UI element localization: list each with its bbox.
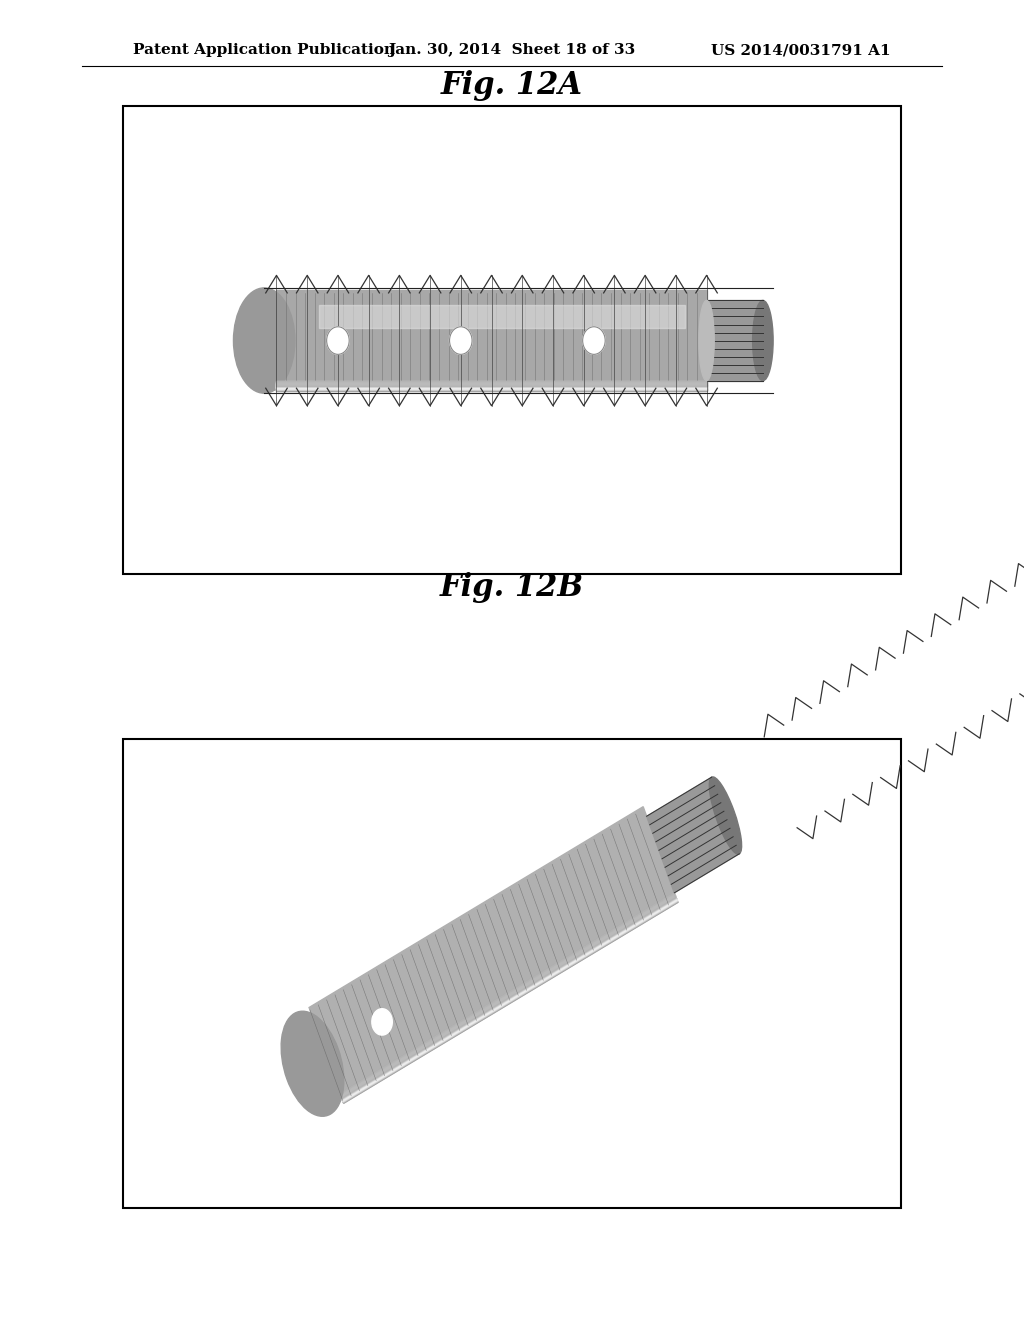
Ellipse shape: [710, 777, 741, 854]
Polygon shape: [646, 777, 739, 892]
Polygon shape: [342, 898, 678, 1104]
Ellipse shape: [233, 288, 295, 393]
Ellipse shape: [583, 327, 605, 354]
Bar: [123, 739, 901, 1208]
Polygon shape: [341, 896, 677, 1101]
Polygon shape: [341, 895, 677, 1101]
Ellipse shape: [372, 1008, 392, 1035]
Polygon shape: [309, 807, 678, 1104]
Polygon shape: [340, 892, 676, 1098]
Bar: [707, 301, 763, 380]
Text: Fig. 12A: Fig. 12A: [441, 70, 583, 102]
Polygon shape: [340, 894, 676, 1100]
Text: Jan. 30, 2014  Sheet 18 of 33: Jan. 30, 2014 Sheet 18 of 33: [388, 44, 636, 57]
Ellipse shape: [327, 327, 349, 354]
Text: US 2014/0031791 A1: US 2014/0031791 A1: [712, 44, 891, 57]
Polygon shape: [341, 896, 677, 1102]
Text: Fig. 12B: Fig. 12B: [440, 572, 584, 603]
Ellipse shape: [450, 327, 472, 354]
Text: Patent Application Publication: Patent Application Publication: [133, 44, 395, 57]
Polygon shape: [341, 895, 677, 1101]
Polygon shape: [342, 896, 678, 1102]
Polygon shape: [342, 898, 678, 1104]
Ellipse shape: [698, 301, 714, 380]
Polygon shape: [341, 894, 677, 1100]
Polygon shape: [341, 894, 676, 1100]
Polygon shape: [342, 896, 677, 1102]
Polygon shape: [341, 895, 677, 1100]
Polygon shape: [342, 898, 678, 1102]
Polygon shape: [340, 894, 676, 1098]
Ellipse shape: [282, 1011, 344, 1117]
Polygon shape: [342, 896, 678, 1102]
Polygon shape: [341, 895, 677, 1101]
Polygon shape: [341, 894, 677, 1100]
Bar: [123, 106, 901, 574]
Polygon shape: [341, 895, 677, 1100]
Polygon shape: [341, 895, 677, 1101]
Ellipse shape: [753, 301, 773, 380]
Bar: [276, 290, 707, 391]
